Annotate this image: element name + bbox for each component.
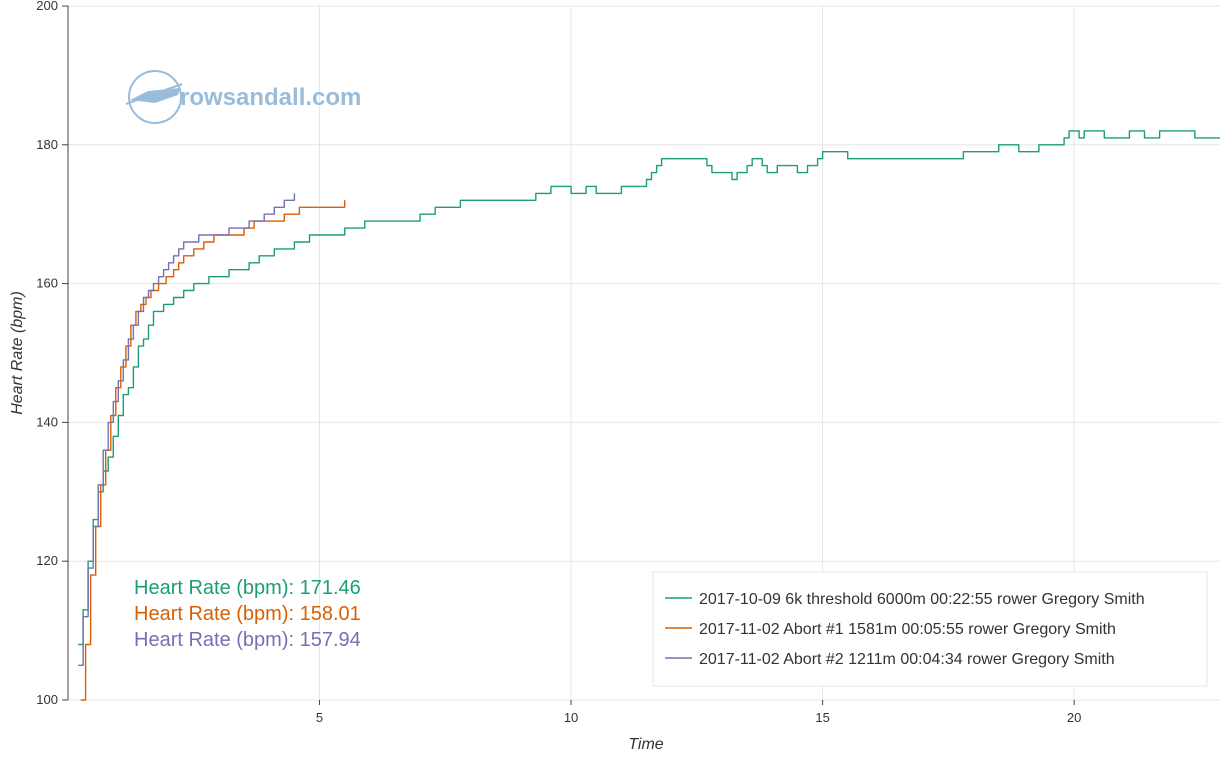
series-lines (78, 130, 1220, 701)
annotation-series-3: Heart Rate (bpm): 157.94 (134, 629, 361, 651)
y-tick-label: 140 (36, 414, 58, 429)
legend-label-3: 2017-11-02 Abort #2 1211m 00:04:34 rower… (699, 651, 1115, 668)
y-tick-label: 200 (36, 0, 58, 13)
x-tick-label: 15 (815, 710, 829, 725)
watermark-text: rowsandall.com (180, 84, 361, 111)
y-axis-title: Heart Rate (bpm) (9, 291, 26, 415)
y-tick-label: 180 (36, 137, 58, 152)
y-axis: 100 120 140 160 180 200 (36, 0, 68, 707)
y-tick-label: 160 (36, 276, 58, 291)
x-tick-label: 5 (316, 710, 323, 725)
rowing-shell-logo-icon (125, 70, 183, 124)
x-tick-label: 10 (564, 710, 578, 725)
series-line-2 (80, 200, 346, 701)
y-tick-label: 100 (36, 692, 58, 707)
x-tick-label: 20 (1067, 710, 1081, 725)
x-axis-title: Time (628, 736, 664, 753)
legend-label-2: 2017-11-02 Abort #1 1581m 00:05:55 rower… (699, 621, 1116, 638)
series-line-1 (78, 130, 1220, 646)
annotation-series-2: Heart Rate (bpm): 158.01 (134, 603, 361, 625)
legend-box (652, 571, 1208, 687)
value-annotations: Heart Rate (bpm): 171.46 Heart Rate (bpm… (134, 577, 361, 651)
x-axis: 5 10 15 20 (316, 700, 1081, 725)
series-line-3 (78, 193, 296, 666)
legend-label-1: 2017-10-09 6k threshold 6000m 00:22:55 r… (699, 591, 1145, 608)
watermark-logo: rowsandall.com (125, 70, 361, 124)
annotation-series-1: Heart Rate (bpm): 171.46 (134, 577, 361, 599)
y-tick-label: 120 (36, 553, 58, 568)
legend: 2017-10-09 6k threshold 6000m 00:22:55 r… (652, 571, 1208, 687)
